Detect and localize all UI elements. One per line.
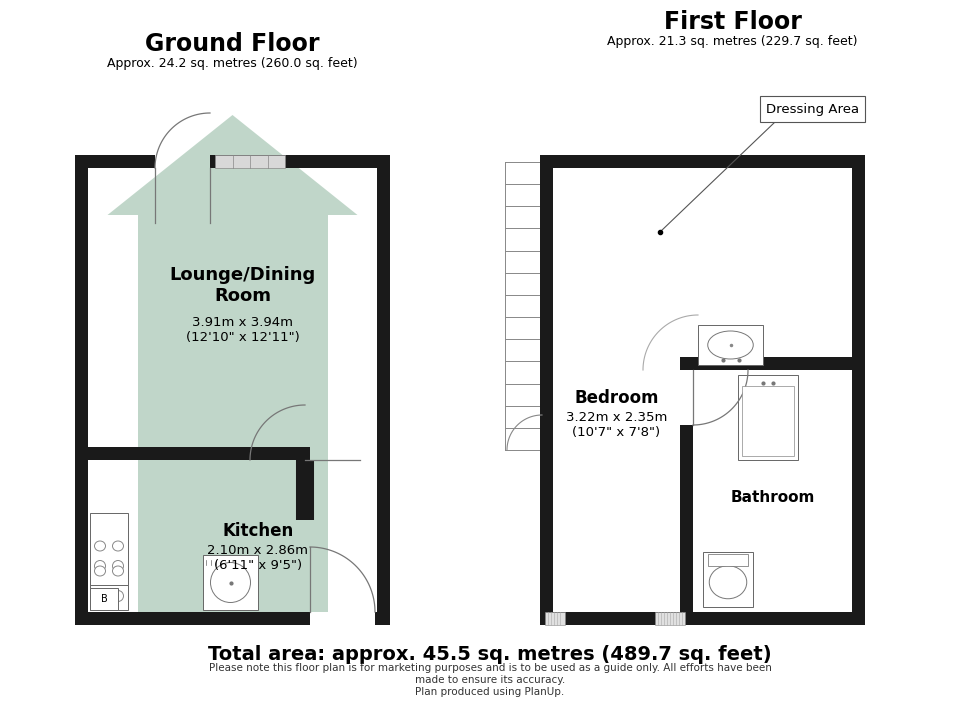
Text: Dressing Area: Dressing Area: [766, 103, 859, 115]
Bar: [540, 612, 865, 625]
Text: Total area: approx. 45.5 sq. metres (489.7 sq. feet): Total area: approx. 45.5 sq. metres (489…: [208, 644, 772, 664]
Text: 3.22m x 2.35m
(10'7" x 7'8"): 3.22m x 2.35m (10'7" x 7'8"): [565, 411, 667, 439]
Bar: [540, 155, 865, 168]
Bar: [703, 552, 753, 607]
Polygon shape: [108, 115, 358, 215]
Bar: [698, 325, 763, 365]
Bar: [680, 425, 693, 612]
Ellipse shape: [113, 560, 123, 572]
Text: Bathroom: Bathroom: [730, 490, 814, 505]
Bar: [75, 155, 155, 168]
Bar: [75, 612, 390, 625]
Bar: [88, 447, 310, 460]
Ellipse shape: [113, 541, 123, 551]
Text: Bedroom: Bedroom: [574, 389, 659, 407]
Ellipse shape: [113, 590, 123, 602]
Bar: [215, 155, 285, 168]
Bar: [760, 96, 865, 122]
Text: Please note this floor plan is for marketing purposes and is to be used as a gui: Please note this floor plan is for marke…: [209, 664, 771, 696]
Polygon shape: [137, 215, 327, 620]
Text: 3.91m x 3.94m
(12'10" x 12'11"): 3.91m x 3.94m (12'10" x 12'11"): [185, 315, 299, 343]
Bar: [377, 155, 390, 625]
Bar: [75, 155, 390, 625]
Ellipse shape: [94, 560, 106, 572]
Bar: [540, 155, 553, 625]
Bar: [310, 612, 375, 625]
Text: Approx. 24.2 sq. metres (260.0 sq. feet): Approx. 24.2 sq. metres (260.0 sq. feet): [107, 58, 358, 70]
Text: Ground Floor: Ground Floor: [145, 32, 319, 56]
Ellipse shape: [708, 331, 754, 359]
Text: First Floor: First Floor: [663, 10, 802, 34]
Text: 2.10m x 2.86m
(6'11" x 9'5"): 2.10m x 2.86m (6'11" x 9'5"): [207, 543, 308, 572]
Ellipse shape: [94, 590, 106, 602]
Text: Lounge/Dining
Room: Lounge/Dining Room: [170, 266, 316, 305]
Bar: [90, 540, 128, 610]
Ellipse shape: [710, 566, 747, 599]
Bar: [680, 357, 865, 370]
Bar: [90, 513, 128, 585]
Bar: [540, 155, 865, 625]
Ellipse shape: [94, 541, 106, 551]
Text: B: B: [101, 594, 108, 604]
Bar: [90, 588, 118, 610]
Bar: [203, 555, 258, 610]
Bar: [708, 554, 748, 566]
Text: Kitchen: Kitchen: [222, 521, 293, 540]
Bar: [75, 155, 88, 625]
Bar: [742, 386, 794, 456]
Bar: [852, 155, 865, 625]
Text: Approx. 21.3 sq. metres (229.7 sq. feet): Approx. 21.3 sq. metres (229.7 sq. feet): [608, 36, 858, 48]
Ellipse shape: [113, 566, 123, 576]
Bar: [738, 375, 798, 460]
Bar: [655, 612, 685, 625]
Bar: [210, 155, 390, 168]
Circle shape: [211, 562, 251, 602]
Ellipse shape: [94, 566, 106, 576]
Bar: [545, 612, 565, 625]
